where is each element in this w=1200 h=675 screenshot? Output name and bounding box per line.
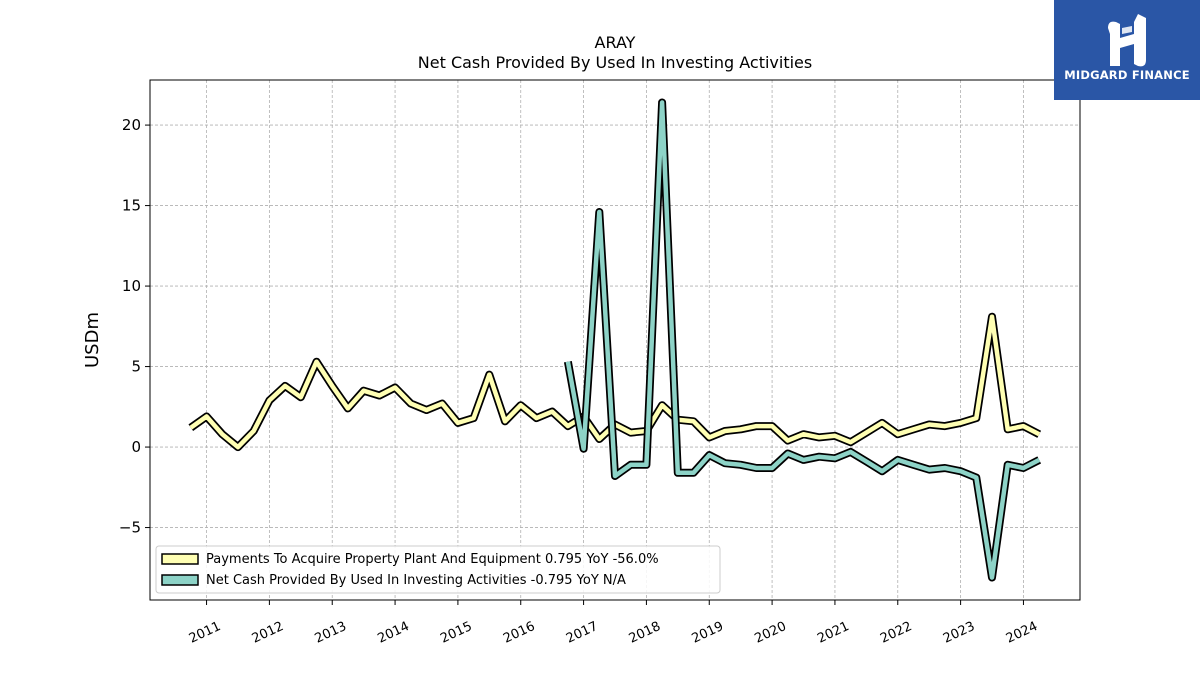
y-tick-label: 20 (122, 116, 141, 134)
brand-logo: MIDGARD FINANCE (1054, 0, 1200, 100)
logo-mark-icon (1108, 14, 1146, 67)
series-layer (188, 98, 1042, 582)
logo-text: MIDGARD FINANCE (1064, 68, 1190, 82)
y-tick-label: 10 (122, 277, 141, 295)
y-axis-label: USDm (82, 312, 103, 368)
grid (150, 80, 1080, 600)
chart-subtitle: Net Cash Provided By Used In Investing A… (418, 53, 812, 72)
y-tick-label: 15 (122, 197, 141, 215)
legend: Payments To Acquire Property Plant And E… (155, 545, 721, 594)
legend-swatch-1 (161, 553, 199, 565)
series-line-2 (565, 100, 1041, 580)
y-tick-label: −5 (119, 519, 141, 537)
legend-label-2: Net Cash Provided By Used In Investing A… (206, 573, 626, 588)
y-tick-label: 0 (131, 438, 141, 456)
legend-label-1: Payments To Acquire Property Plant And E… (206, 552, 659, 567)
plot-frame (149, 79, 1081, 601)
legend-box (155, 545, 721, 594)
legend-swatch-2 (161, 574, 199, 586)
chart-title: ARAY (595, 33, 636, 52)
y-tick-label: 5 (131, 358, 141, 376)
